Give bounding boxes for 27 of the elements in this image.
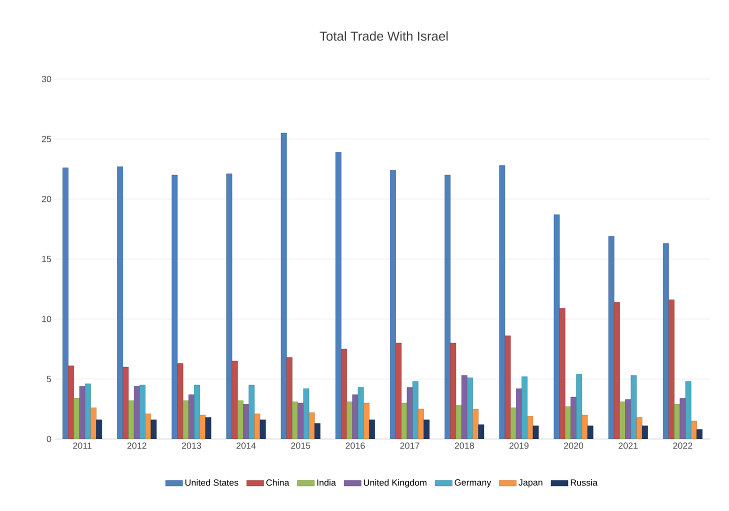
x-tick-label: 2016 [346,442,365,449]
y-tick-label: 30 [42,76,52,82]
y-tick-label: 0 [46,436,52,442]
x-tick-label: 2020 [564,442,584,449]
y-tick-label: 25 [42,136,52,142]
x-tick-label: 2014 [236,442,256,449]
y-tick-label: 15 [42,256,52,262]
x-tick-label: 2018 [454,442,474,449]
legend-label: India [317,479,336,486]
x-tick-label: 2021 [618,442,638,449]
x-tick-label: 2013 [182,442,202,449]
legend-label: China [266,479,290,486]
x-tick-label: 2017 [400,442,420,449]
y-tick-label: 5 [46,376,52,382]
legend-label: Russia [570,479,598,486]
x-tick-label: 2011 [73,442,92,449]
chart-title: Total Trade With Israel [320,31,448,41]
x-tick-label: 2015 [291,442,310,449]
x-tick-label: 2022 [673,442,692,449]
x-tick-label: 2019 [509,442,529,449]
legend-label: Japan [518,479,542,488]
y-tick-label: 20 [42,196,52,202]
y-tick-label: 10 [42,316,52,322]
x-tick-label: 2012 [127,442,146,449]
legend-label: United States [185,479,238,486]
legend-label: Germany [454,479,492,488]
legend-label: United Kingdom [364,479,426,488]
